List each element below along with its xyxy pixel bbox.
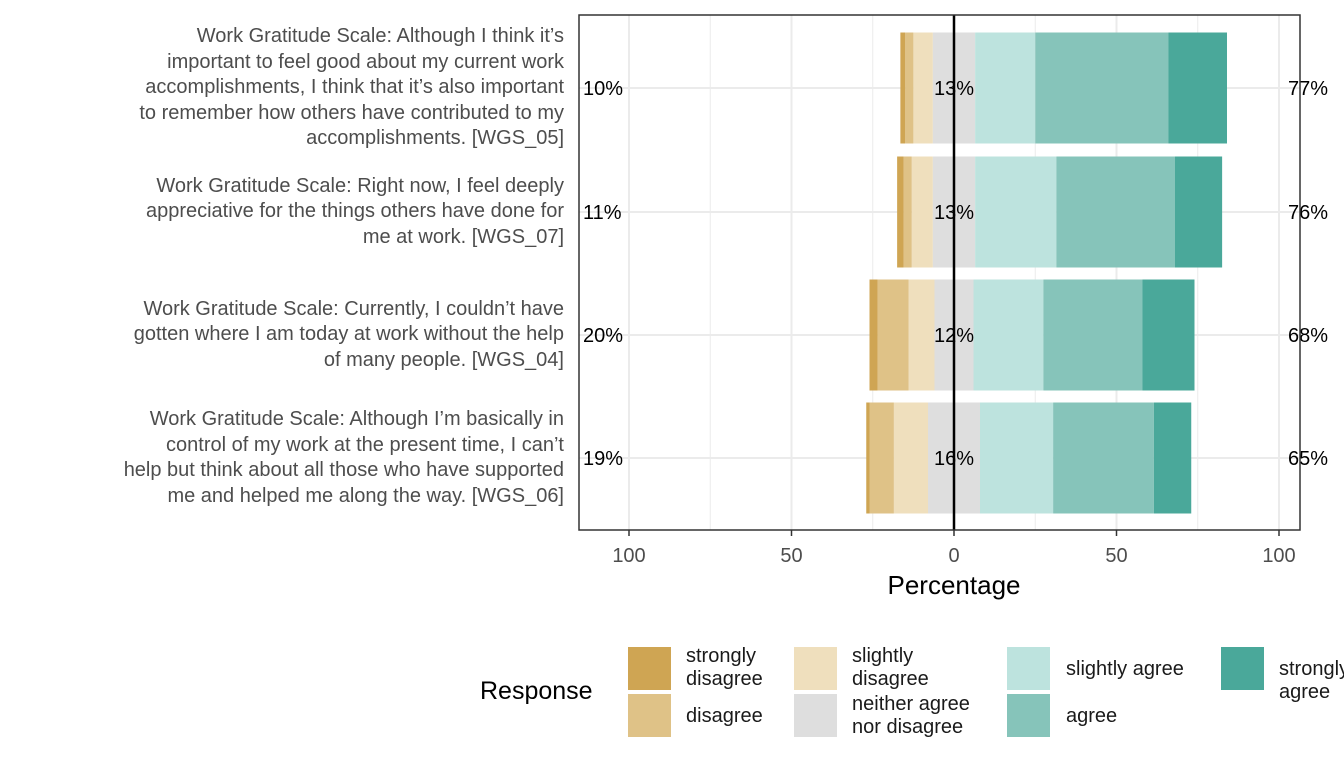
label-left-percent: 11% xyxy=(583,202,622,224)
y-axis-label-line: help but think about all those who have … xyxy=(123,459,564,481)
bar-slightly-disagree xyxy=(911,156,933,268)
y-axis-label-line: appreciative for the things others have … xyxy=(145,200,564,223)
bar-strongly-disagree xyxy=(900,32,906,144)
bar-slightly-disagree xyxy=(913,32,933,144)
y-axis-label-line: Work Gratitude Scale: Although I’m basic… xyxy=(149,408,564,430)
y-axis-label: Work Gratitude Scale: Although I’m basic… xyxy=(24,407,564,509)
x-tick-label: 0 xyxy=(948,545,959,567)
x-tick-label: 100 xyxy=(612,545,645,567)
label-right-percent: 68% xyxy=(1288,325,1328,347)
bar-agree xyxy=(1035,32,1169,144)
x-tick-label: 50 xyxy=(1105,545,1127,567)
y-axis-label: Work Gratitude Scale: Although I think i… xyxy=(24,24,564,152)
bar-strongly-agree xyxy=(1168,32,1227,144)
bar-strongly-agree xyxy=(1142,279,1195,391)
x-tick-label: 50 xyxy=(780,545,802,567)
x-tick-label: 100 xyxy=(1262,545,1295,567)
label-right-percent: 76% xyxy=(1288,202,1328,224)
bar-disagree xyxy=(903,156,912,268)
bars xyxy=(866,32,1227,514)
bar-disagree xyxy=(877,279,909,391)
bar-slightly-agree xyxy=(975,32,1036,144)
y-axis-label-line: Work Gratitude Scale: Although I think i… xyxy=(196,25,564,48)
y-axis-label-line: important to feel good about my current … xyxy=(167,50,564,73)
label-center-percent: 16% xyxy=(934,448,974,470)
label-center-percent: 13% xyxy=(934,202,974,224)
bar-disagree xyxy=(869,402,894,514)
bar-strongly-disagree xyxy=(866,402,870,514)
bar-slightly-agree xyxy=(980,402,1054,514)
y-axis-label-line: gotten where I am today at work without … xyxy=(133,323,564,346)
bar-slightly-disagree xyxy=(908,279,935,391)
y-axis-label-line: me and helped me along the way. [WGS_06] xyxy=(167,484,564,507)
bar-agree xyxy=(1043,279,1143,391)
x-axis: 100 50 0 50 100 xyxy=(612,530,1296,567)
y-axis-label-line: to remember how others have contributed … xyxy=(139,101,564,124)
y-axis-label: Work Gratitude Scale: Right now, I feel … xyxy=(24,174,564,251)
bar-slightly-disagree xyxy=(893,402,928,514)
y-axis-label-line: of many people. [WGS_04] xyxy=(323,348,564,371)
label-left-percent: 19% xyxy=(583,448,623,470)
label-center-percent: 13% xyxy=(934,78,974,100)
y-axis-label-line: accomplishments, I think that it’s also … xyxy=(145,76,564,99)
bar-strongly-agree xyxy=(1153,402,1192,514)
panel-border xyxy=(578,14,1301,531)
label-left-percent: 10% xyxy=(583,78,623,100)
bar-strongly-disagree xyxy=(897,156,904,268)
bar-slightly-agree xyxy=(973,279,1044,391)
y-axis-label-line: Work Gratitude Scale: Right now, I feel … xyxy=(156,174,564,197)
bar-strongly-disagree xyxy=(869,279,878,391)
y-axis-label-line: control of my work at the present time, … xyxy=(166,433,564,456)
bar-agree xyxy=(1053,402,1154,514)
bar-strongly-agree xyxy=(1175,156,1223,268)
y-axis-label-line: Work Gratitude Scale: Currently, I could… xyxy=(143,297,564,320)
x-axis-title: Percentage xyxy=(888,570,1021,600)
y-axis-label: Work Gratitude Scale: Currently, I could… xyxy=(24,297,564,374)
bar-disagree xyxy=(905,32,914,144)
y-axis-label-line: me at work. [WGS_07] xyxy=(362,225,564,248)
label-left-percent: 20% xyxy=(583,325,623,347)
label-right-percent: 65% xyxy=(1288,448,1328,470)
label-center-percent: 12% xyxy=(934,325,974,347)
label-right-percent: 77% xyxy=(1288,78,1328,100)
y-axis-label-line: accomplishments. [WGS_05] xyxy=(306,127,564,150)
percent-labels: 10% 13% 77% 11% 13% 76% 20% 12% 68% 19% 16% 65% xyxy=(583,78,1328,470)
bar-agree xyxy=(1056,156,1175,268)
bar-slightly-agree xyxy=(975,156,1057,268)
